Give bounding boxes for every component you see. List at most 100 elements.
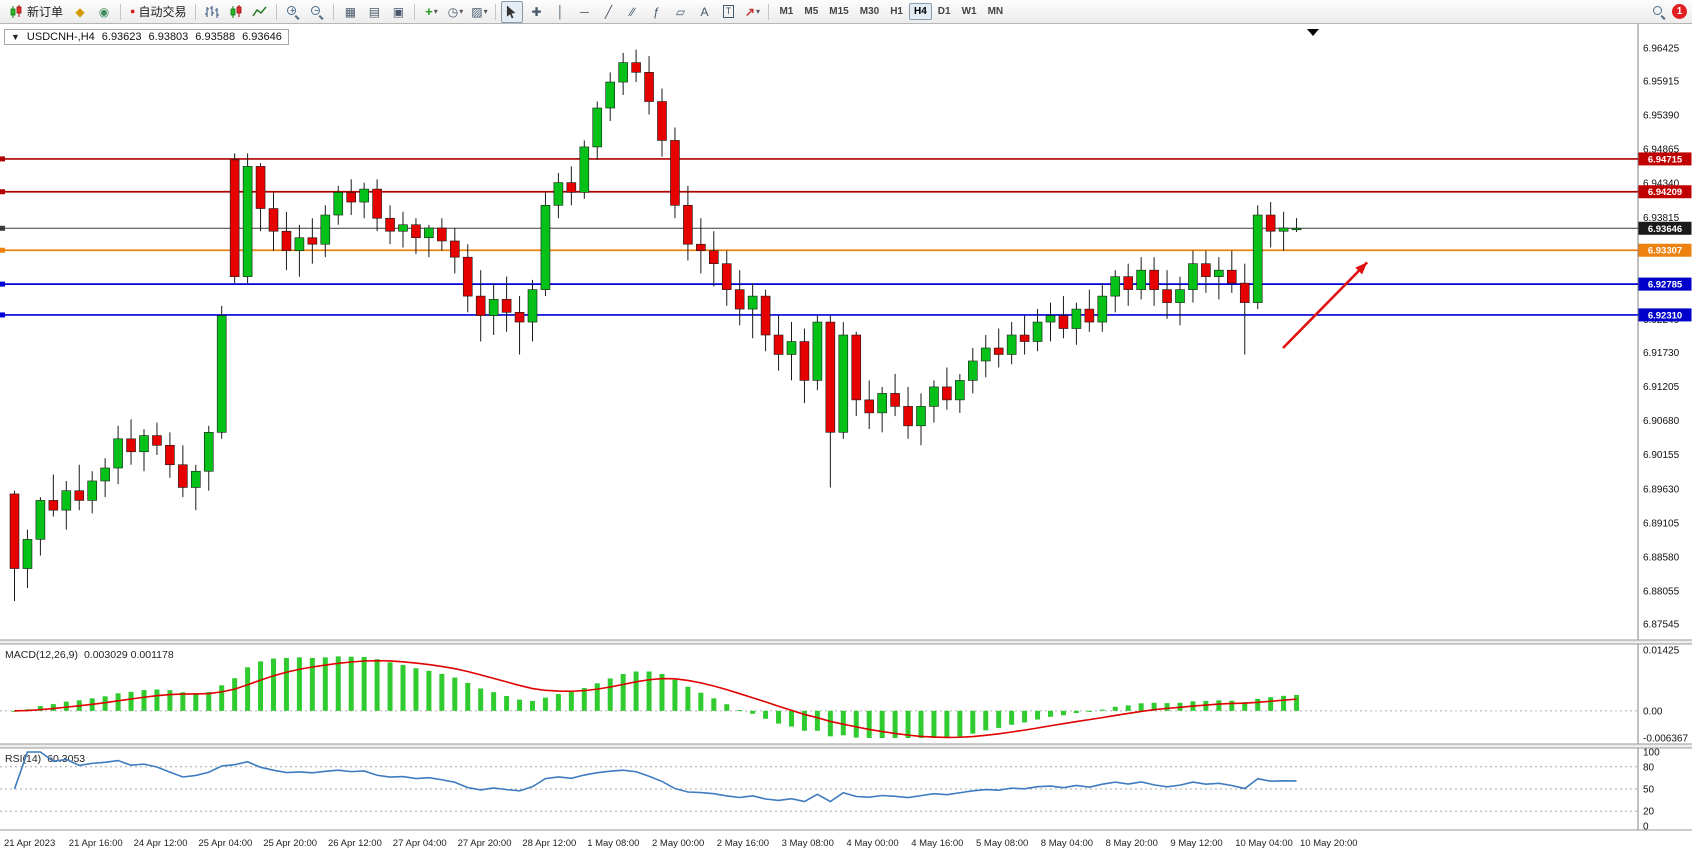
timeframe-M15[interactable]: M15	[824, 3, 853, 20]
price-axis-label: 6.88055	[1643, 586, 1680, 597]
candle	[1123, 276, 1133, 290]
timeframe-W1[interactable]: W1	[957, 3, 982, 20]
timeframe-M5[interactable]: M5	[799, 3, 823, 20]
candle	[696, 243, 706, 252]
vline-tool-button[interactable]: │	[549, 1, 571, 23]
candle	[631, 62, 641, 73]
candle	[398, 224, 408, 232]
trend-arrow[interactable]	[1282, 261, 1369, 349]
macd-axis-label: -0.006367	[1643, 734, 1688, 745]
fibonacci-tool-button[interactable]: ƒ	[645, 1, 667, 23]
new-chart-icon[interactable]: ◆	[75, 4, 85, 19]
line-chart-type-icon[interactable]	[249, 1, 271, 23]
templates-button[interactable]: ▨ ▾	[468, 1, 490, 23]
candle	[566, 182, 577, 193]
label-tool-button[interactable]: T	[717, 1, 739, 23]
candle	[1291, 227, 1302, 231]
timeframe-M1[interactable]: M1	[774, 3, 798, 20]
new-order-label: 新订单	[27, 5, 64, 19]
clock-icon: ◷	[447, 4, 459, 19]
price-axis-label: 6.96425	[1643, 44, 1680, 55]
data-window-button[interactable]: ▣	[387, 1, 409, 23]
candle	[203, 432, 214, 472]
candle	[1201, 263, 1211, 277]
line-anchor	[0, 156, 5, 162]
candle	[178, 464, 188, 488]
time-axis-label: 10 May 20:00	[1300, 838, 1358, 849]
candle	[1214, 269, 1224, 277]
candle	[514, 312, 525, 323]
candle	[657, 101, 667, 141]
horizontal-line-icon: ─	[580, 4, 589, 19]
chart-list-button[interactable]: ▤	[363, 1, 385, 23]
candle	[1239, 282, 1250, 303]
candle-chart-type-icon[interactable]	[225, 1, 247, 23]
price-tag	[1638, 221, 1692, 235]
channel-icon: ∕∕	[630, 4, 635, 19]
zoom-in-button[interactable]: +	[282, 1, 304, 23]
timeframe-H4[interactable]: H4	[908, 3, 932, 20]
search-button[interactable]	[1648, 1, 1670, 23]
shapes-tool-button[interactable]: ▱	[669, 1, 691, 23]
cursor-icon	[506, 5, 516, 18]
macd-axis-label: 0.00	[1643, 706, 1663, 717]
price-tag-label: 6.93646	[1648, 224, 1682, 235]
candle	[307, 237, 318, 245]
candle	[1006, 334, 1017, 355]
candle	[48, 500, 59, 511]
candle	[87, 480, 97, 501]
line-anchor	[0, 247, 5, 253]
candle	[1136, 269, 1146, 290]
bar-chart-type-icon[interactable]	[201, 1, 223, 23]
candle	[670, 140, 680, 206]
crosshair-tool-button[interactable]: ✚	[525, 1, 547, 23]
candle	[721, 263, 732, 290]
chart-canvas[interactable]: MACD(12,26,9) 0.003029 0.001178 RSI(14) 60…	[0, 24, 1692, 856]
candle	[449, 240, 460, 258]
data-window-icon: ▣	[392, 4, 405, 19]
candle	[475, 295, 486, 316]
toolbar-separator	[120, 3, 122, 20]
arrows-tool-button[interactable]: ↗ ▾	[741, 1, 763, 23]
candle	[424, 227, 434, 239]
timeframe-H1[interactable]: H1	[885, 3, 908, 20]
time-axis-label: 9 May 12:00	[1170, 838, 1222, 849]
chart-shift-marker[interactable]	[1307, 29, 1319, 36]
one-click-trading-toggle[interactable]: ▼	[11, 32, 20, 42]
timeframe-MN[interactable]: MN	[983, 3, 1009, 20]
candle	[437, 227, 447, 242]
price-axis-label: 6.87545	[1643, 620, 1680, 631]
candle	[760, 295, 771, 336]
candle	[1265, 214, 1276, 232]
panel-separator[interactable]	[0, 640, 1692, 644]
rsi-axis-label: 50	[1643, 785, 1655, 796]
notification-badge[interactable]: 1	[1672, 4, 1687, 19]
channel-tool-button[interactable]: ∕∕	[621, 1, 643, 23]
hline-tool-button[interactable]: ─	[573, 1, 595, 23]
trendline-tool-button[interactable]: ╱	[597, 1, 619, 23]
toolbar-separator	[495, 3, 497, 20]
autotrading-button[interactable]: ● 自动交易	[126, 1, 190, 22]
ohlc-close: 6.93646	[242, 31, 282, 43]
candle	[1110, 276, 1121, 297]
timeframe-M30[interactable]: M30	[855, 3, 884, 20]
cursor-tool-button[interactable]	[501, 0, 524, 23]
profiles-icon[interactable]: ◉	[98, 4, 110, 19]
candle	[799, 341, 810, 381]
periods-button[interactable]: ◷ ▾	[444, 1, 466, 23]
text-tool-button[interactable]: A	[693, 1, 715, 23]
tile-windows-button[interactable]: ▦	[339, 1, 361, 23]
zoom-out-button[interactable]: −	[306, 1, 328, 23]
candle	[708, 250, 719, 264]
line-anchor	[0, 312, 5, 318]
panel-separator[interactable]	[0, 744, 1692, 748]
candle	[1058, 315, 1069, 329]
candle	[877, 393, 887, 414]
candle	[35, 500, 46, 540]
time-axis-label: 8 May 04:00	[1041, 838, 1093, 849]
autotrading-label: 自动交易	[138, 5, 187, 19]
new-order-button[interactable]: 新订单	[5, 1, 67, 22]
indicators-add-button[interactable]: + ▾	[420, 1, 442, 23]
timeframe-D1[interactable]: D1	[933, 3, 956, 20]
candle	[1097, 295, 1108, 323]
